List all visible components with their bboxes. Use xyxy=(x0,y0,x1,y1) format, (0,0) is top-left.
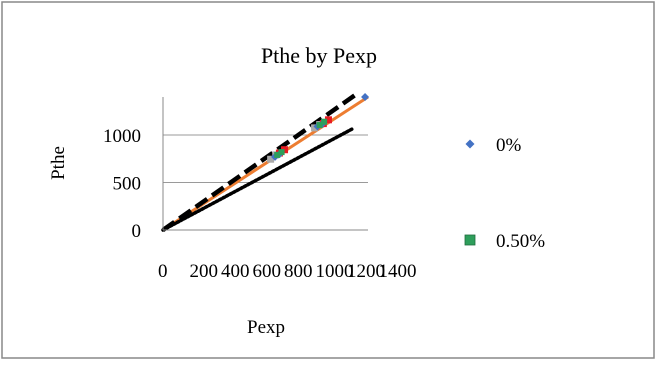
overlay-point xyxy=(311,124,319,132)
y-tick-labels: 0 500 1000 xyxy=(103,126,141,242)
overlay-point xyxy=(324,116,332,124)
legend-marker-square xyxy=(464,234,476,246)
data-points xyxy=(267,93,370,163)
x-tick-label: 1000 xyxy=(316,261,354,282)
y-tick-label: 1000 xyxy=(103,126,141,147)
x-tick-label: 0 xyxy=(158,261,168,282)
overlay-point xyxy=(267,155,275,163)
x-tick-label: 400 xyxy=(221,261,250,282)
legend-label: 0.50% xyxy=(496,231,545,252)
point-series-050pct xyxy=(321,118,328,125)
reference-line-dotted xyxy=(161,126,356,232)
x-tick-label: 200 xyxy=(190,261,219,282)
x-tick-label: 800 xyxy=(284,261,313,282)
grid-layer xyxy=(163,134,368,183)
point-series-050pct xyxy=(274,151,281,158)
x-tick-label: 600 xyxy=(253,261,282,282)
y-tick-label: 0 xyxy=(132,221,142,242)
legend: 0% 0.50% xyxy=(464,135,545,252)
reference-lines xyxy=(161,91,369,232)
y-tick-label: 500 xyxy=(113,174,142,195)
point-series-0pct xyxy=(361,93,370,101)
legend-label: 0% xyxy=(496,135,522,156)
point-series-050pct xyxy=(278,149,285,156)
legend-marker-diamond xyxy=(465,139,475,149)
x-axis-label: Pexp xyxy=(247,317,285,338)
chart-title: Pthe by Pexp xyxy=(261,43,377,68)
point-series-050pct xyxy=(316,122,323,129)
x-tick-label: 1400 xyxy=(379,261,417,282)
chart-border xyxy=(1,1,655,359)
x-tick-label: 1200 xyxy=(347,261,385,282)
y-axis-label: Pthe xyxy=(48,146,69,180)
